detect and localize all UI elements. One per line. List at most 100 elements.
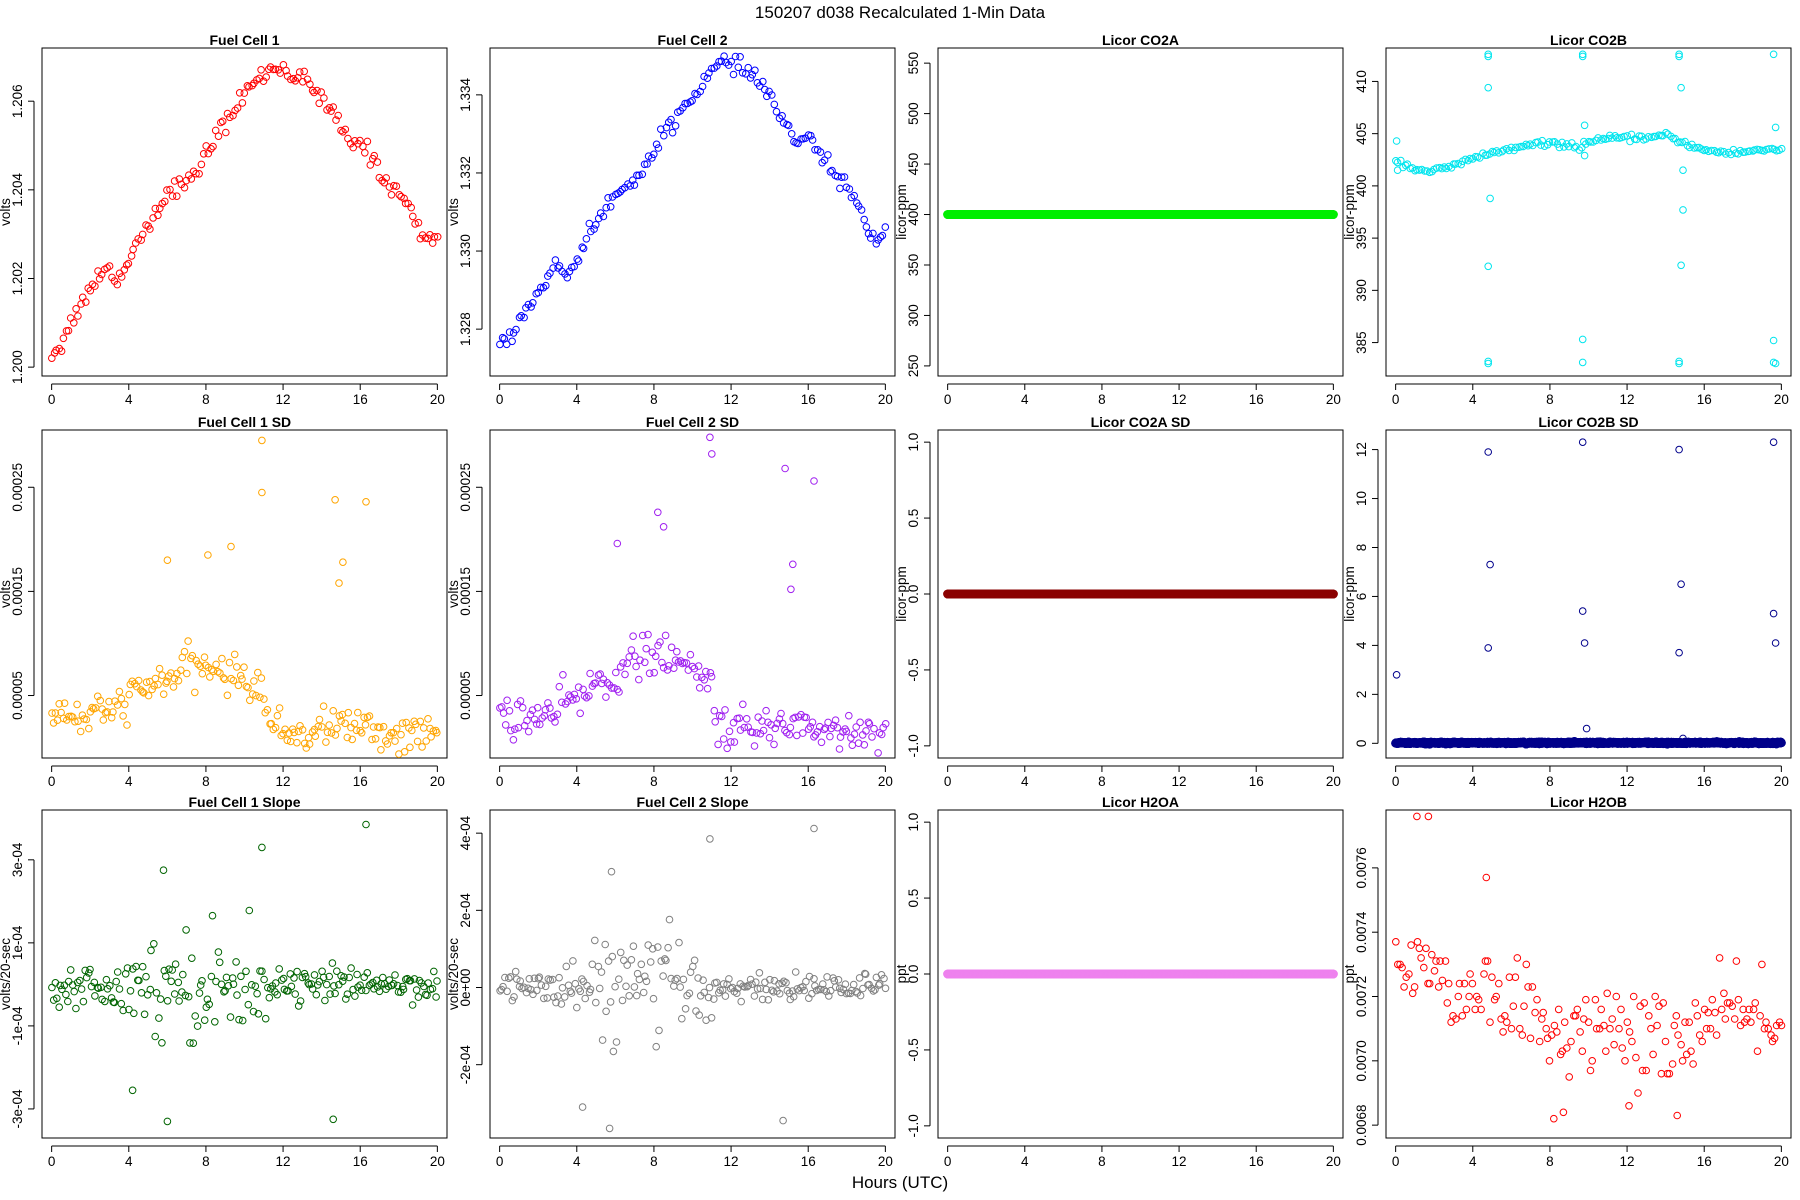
data-point: [401, 199, 410, 208]
data-point: [642, 644, 651, 653]
data-point: [411, 220, 419, 228]
data-point: [78, 711, 87, 720]
data-point: [238, 99, 247, 107]
data-point: [650, 150, 658, 159]
x-axis: 0 4 8 12 16 20: [944, 383, 1341, 407]
data-point: [549, 264, 557, 272]
data-point: [714, 740, 722, 749]
data-point: [168, 192, 177, 200]
data-point: [783, 120, 791, 129]
data-point: [864, 229, 873, 238]
x-tick-label: 4: [1469, 392, 1477, 407]
data-point: [199, 150, 208, 158]
data-point: [175, 175, 184, 183]
data-point: [762, 706, 770, 715]
data-point: [684, 666, 693, 674]
data-point: [299, 78, 307, 86]
data-point: [570, 262, 579, 271]
x-tick-label: 4: [1021, 392, 1029, 407]
data-point: [222, 128, 230, 137]
y-tick-label: 390: [1354, 279, 1369, 302]
data-point: [125, 690, 133, 699]
data-point: [498, 703, 506, 711]
data-point: [82, 298, 90, 306]
data-point: [673, 647, 681, 656]
x-tick-label: 16: [801, 392, 816, 407]
data-point: [231, 106, 239, 115]
y-tick-label: 0.00025: [10, 463, 25, 512]
data-point: [159, 690, 168, 699]
data-point: [573, 255, 582, 263]
x-tick-label: 4: [573, 392, 581, 407]
x-tick-label: 12: [1172, 392, 1187, 407]
data-point: [218, 117, 227, 126]
x-tick-label: 8: [1546, 392, 1554, 407]
data-point: [606, 203, 615, 211]
data-point: [218, 654, 226, 663]
y-axis-label: volts: [0, 198, 13, 226]
data-point: [1677, 83, 1685, 92]
data-point: [710, 706, 719, 715]
data-point: [754, 713, 763, 722]
data-point: [271, 65, 280, 74]
data-point: [1679, 206, 1687, 214]
data-point: [828, 166, 836, 175]
plot-frame: [1385, 47, 1792, 377]
data-point: [433, 233, 442, 241]
data-point: [537, 283, 545, 292]
data-point: [686, 98, 694, 106]
data-point: [200, 653, 209, 662]
x-tick-label: 0: [944, 392, 952, 407]
data-point: [817, 738, 826, 747]
data-point: [681, 99, 689, 108]
data-point: [170, 177, 179, 185]
data-point: [860, 215, 869, 224]
data-point: [395, 191, 404, 199]
y-axis-label: licor-ppm: [894, 566, 909, 622]
data-point: [824, 151, 832, 159]
data-point: [105, 262, 114, 270]
x-axis: 0 4 8 12 16 20: [48, 765, 445, 789]
data-point: [174, 676, 183, 685]
data-point: [308, 86, 317, 95]
y-axis-label: licor-ppm: [894, 184, 909, 240]
data-point: [1486, 194, 1494, 203]
y-tick-label: 0.5: [906, 509, 921, 528]
data-points: [496, 433, 890, 757]
data-point: [257, 674, 266, 682]
data-point: [763, 92, 771, 101]
data-points: [48, 436, 441, 758]
data-point: [869, 229, 877, 238]
data-point: [592, 221, 600, 229]
data-point: [850, 730, 859, 739]
data-point: [727, 57, 736, 66]
data-point: [413, 737, 422, 746]
data-point: [759, 77, 767, 86]
data-point: [579, 244, 588, 253]
panel-title: Licor CO2A: [1102, 32, 1179, 48]
data-point: [765, 733, 774, 742]
data-point: [750, 742, 759, 750]
data-point: [866, 234, 875, 242]
data-point: [731, 52, 740, 61]
data-point: [113, 280, 122, 289]
plot-frame: [41, 429, 448, 759]
data-point: [702, 667, 710, 676]
y-axis-label: volts: [446, 198, 461, 226]
data-point: [612, 668, 620, 677]
data-point: [857, 206, 866, 214]
data-point: [59, 334, 68, 343]
data-point: [1580, 121, 1589, 130]
data-point: [848, 741, 857, 750]
data-point: [262, 73, 271, 81]
data-point: [638, 170, 647, 179]
data-point: [539, 283, 548, 292]
data-point: [551, 256, 560, 264]
data-point: [574, 257, 583, 265]
data-point: [373, 158, 382, 166]
data-point: [250, 677, 258, 685]
data-point: [719, 735, 728, 743]
data-point: [323, 106, 331, 114]
y-tick-label: 1.334: [458, 77, 473, 111]
